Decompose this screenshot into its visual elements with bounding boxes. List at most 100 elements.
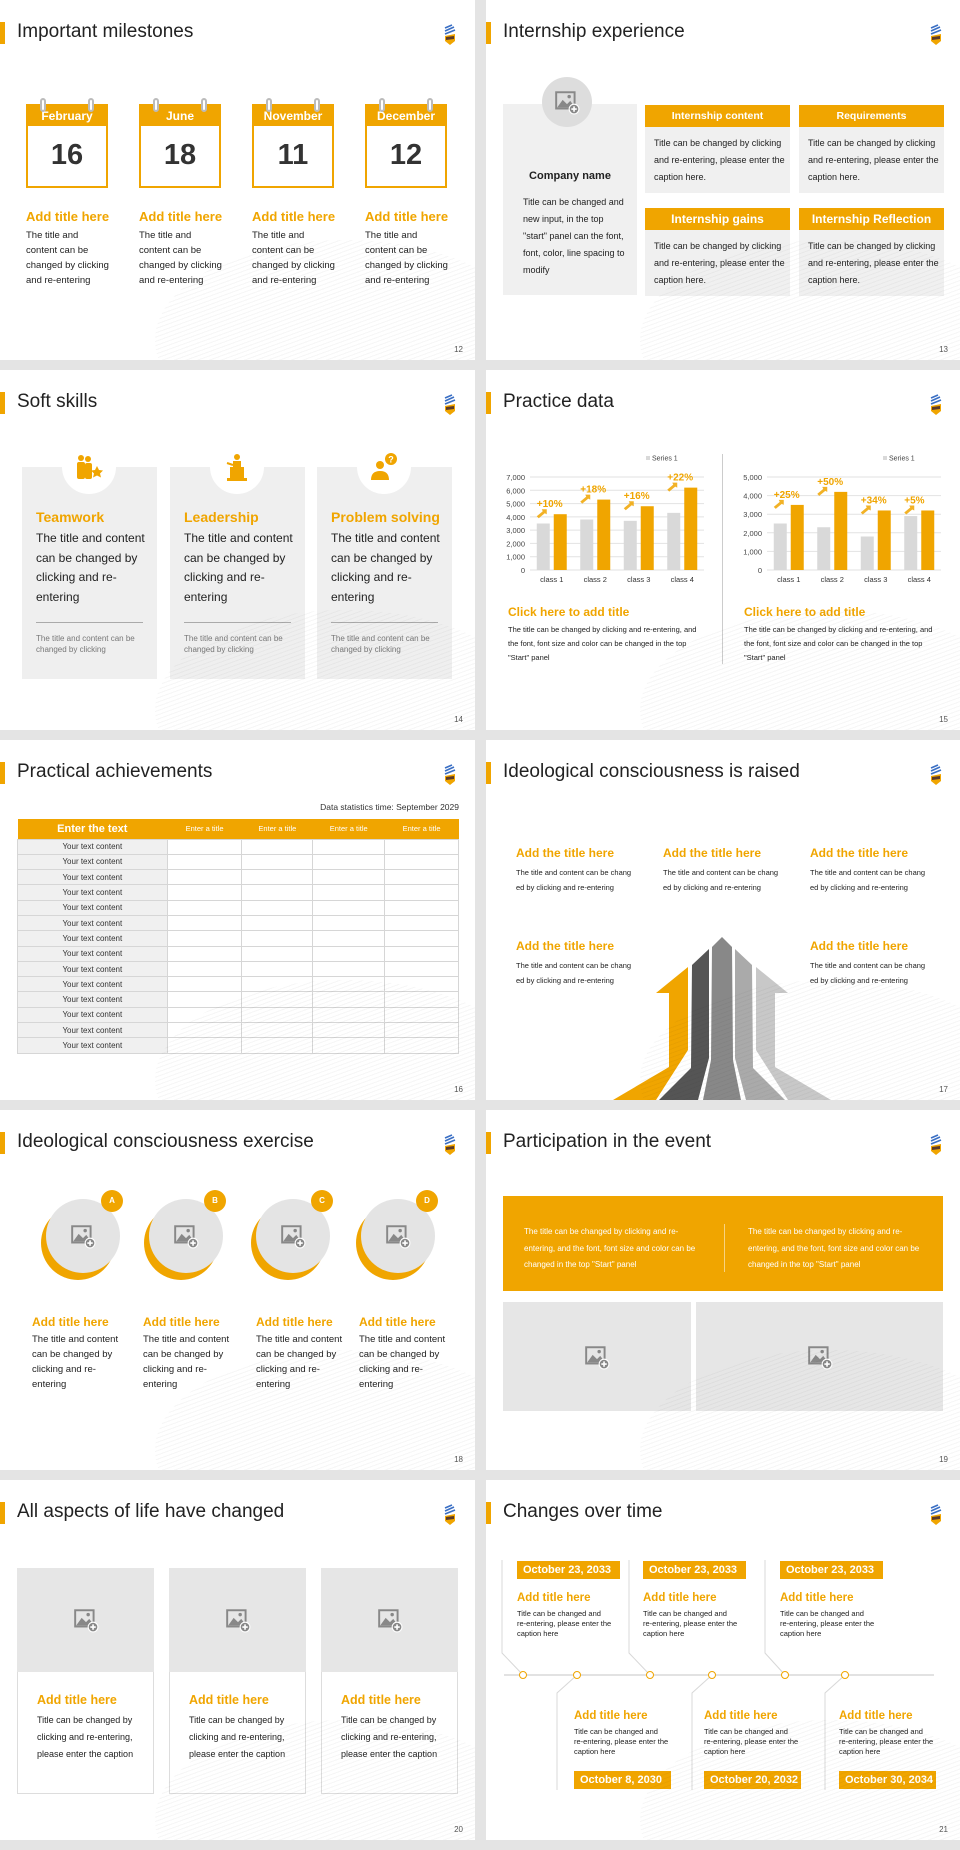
timeline-node[interactable]	[646, 1671, 654, 1679]
table-cell[interactable]	[241, 976, 314, 993]
table-cell[interactable]	[241, 1037, 314, 1054]
table-cell[interactable]	[384, 976, 459, 993]
table-cell[interactable]	[166, 930, 243, 947]
table-cell[interactable]	[384, 838, 459, 855]
row-label-cell[interactable]: Your text content	[17, 1022, 168, 1039]
growth-label: +34%	[861, 495, 887, 506]
timeline-node[interactable]	[573, 1671, 581, 1679]
legend-swatch	[883, 456, 887, 460]
table-cell[interactable]	[384, 945, 459, 962]
row-label-cell[interactable]: Your text content	[17, 930, 168, 947]
table-cell[interactable]	[166, 945, 243, 962]
table-cell[interactable]	[312, 1006, 386, 1024]
table-cell[interactable]	[312, 1037, 386, 1054]
table-cell[interactable]	[241, 1022, 314, 1039]
row-label-cell[interactable]: Your text content	[17, 991, 168, 1008]
event-image-placeholder[interactable]	[696, 1302, 943, 1411]
slide-16: Practical achievements 16 Data statistics …	[0, 740, 475, 1100]
timeline-node[interactable]	[841, 1671, 849, 1679]
table-cell[interactable]	[241, 945, 314, 962]
table-cell[interactable]	[312, 991, 386, 1008]
table-cell[interactable]	[384, 853, 459, 871]
table-cell[interactable]	[166, 838, 243, 855]
table-cell[interactable]	[384, 960, 459, 978]
table-cell[interactable]	[312, 838, 386, 855]
table-cell[interactable]	[312, 930, 386, 947]
table-cell[interactable]	[241, 899, 314, 916]
table-cell[interactable]	[384, 1006, 459, 1024]
row-label-cell[interactable]: Your text content	[17, 899, 168, 916]
table-cell[interactable]	[166, 991, 243, 1008]
table-cell[interactable]	[312, 960, 386, 978]
timeline-node[interactable]	[708, 1671, 716, 1679]
table-cell[interactable]	[241, 930, 314, 947]
table-cell[interactable]	[312, 976, 386, 993]
row-label-cell[interactable]: Your text content	[17, 869, 168, 886]
life-image-placeholder[interactable]	[17, 1568, 154, 1672]
table-cell[interactable]	[384, 899, 459, 916]
table-cell[interactable]	[166, 1037, 243, 1054]
growth-label: +50%	[817, 477, 843, 488]
title-accent-bar	[0, 1132, 5, 1154]
slide-21: Changes over time 21 October 23, 2033 Add …	[486, 1480, 960, 1840]
table-cell[interactable]	[312, 853, 386, 871]
table-cell[interactable]	[241, 914, 314, 932]
table-cell[interactable]	[166, 976, 243, 993]
table-cell[interactable]	[241, 1006, 314, 1024]
table-cell[interactable]	[384, 884, 459, 901]
timeline-node[interactable]	[519, 1671, 527, 1679]
calendar-ring-icon	[153, 98, 159, 112]
row-label-cell[interactable]: Your text content	[17, 976, 168, 993]
row-label-cell[interactable]: Your text content	[17, 884, 168, 901]
bar-series-2	[553, 514, 567, 570]
row-label-cell[interactable]: Your text content	[17, 1037, 168, 1054]
row-label-cell[interactable]: Your text content	[17, 838, 168, 855]
table-cell[interactable]	[166, 914, 243, 932]
table-cell[interactable]	[166, 853, 243, 871]
table-cell[interactable]	[384, 1037, 459, 1054]
table-cell[interactable]	[312, 945, 386, 962]
table-cell[interactable]	[166, 899, 243, 916]
y-tick-label: 0	[758, 566, 762, 575]
y-tick-label: 1,000	[506, 553, 525, 562]
table-cell[interactable]	[166, 1022, 243, 1039]
life-image-placeholder[interactable]	[321, 1568, 458, 1672]
row-label-cell[interactable]: Your text content	[17, 945, 168, 962]
table-cell[interactable]	[312, 1022, 386, 1039]
row-label-cell[interactable]: Your text content	[17, 1006, 168, 1024]
row-label-cell[interactable]: Your text content	[17, 960, 168, 978]
growth-arrow-icon	[860, 505, 871, 515]
event-image-placeholder[interactable]	[503, 1302, 691, 1411]
table-cell[interactable]	[166, 1006, 243, 1024]
table-cell[interactable]	[384, 914, 459, 932]
table-cell[interactable]	[312, 899, 386, 916]
table-cell[interactable]	[241, 869, 314, 886]
row-label-cell[interactable]: Your text content	[17, 853, 168, 871]
table-cell[interactable]	[241, 853, 314, 871]
company-image-placeholder[interactable]	[542, 77, 592, 127]
table-cell[interactable]	[384, 930, 459, 947]
table-cell[interactable]	[166, 884, 243, 901]
timeline-node[interactable]	[781, 1671, 789, 1679]
x-tick-label: class 4	[908, 575, 931, 584]
life-image-placeholder[interactable]	[169, 1568, 306, 1672]
table-cell[interactable]	[241, 884, 314, 901]
x-tick-label: class 1	[777, 575, 800, 584]
table-cell[interactable]	[384, 1022, 459, 1039]
block-text: The title and content can be chang ed by…	[810, 961, 926, 985]
table-cell[interactable]	[312, 914, 386, 932]
table-cell[interactable]	[166, 869, 243, 886]
table-cell[interactable]	[384, 869, 459, 886]
table-cell[interactable]	[384, 991, 459, 1008]
table-cell[interactable]	[166, 960, 243, 978]
table-cell[interactable]	[312, 884, 386, 901]
life-title: Add title here	[37, 1693, 117, 1707]
table-cell[interactable]	[241, 991, 314, 1008]
row-label-cell[interactable]: Your text content	[17, 914, 168, 932]
skill-card: Problem solving The title and content can…	[317, 467, 452, 679]
table-cell[interactable]	[241, 960, 314, 978]
slide-19: Participation in the event 19 The title ca…	[486, 1110, 960, 1470]
table-cell[interactable]	[241, 838, 314, 855]
event-title: Add title here	[780, 1592, 854, 1604]
table-cell[interactable]	[312, 869, 386, 886]
